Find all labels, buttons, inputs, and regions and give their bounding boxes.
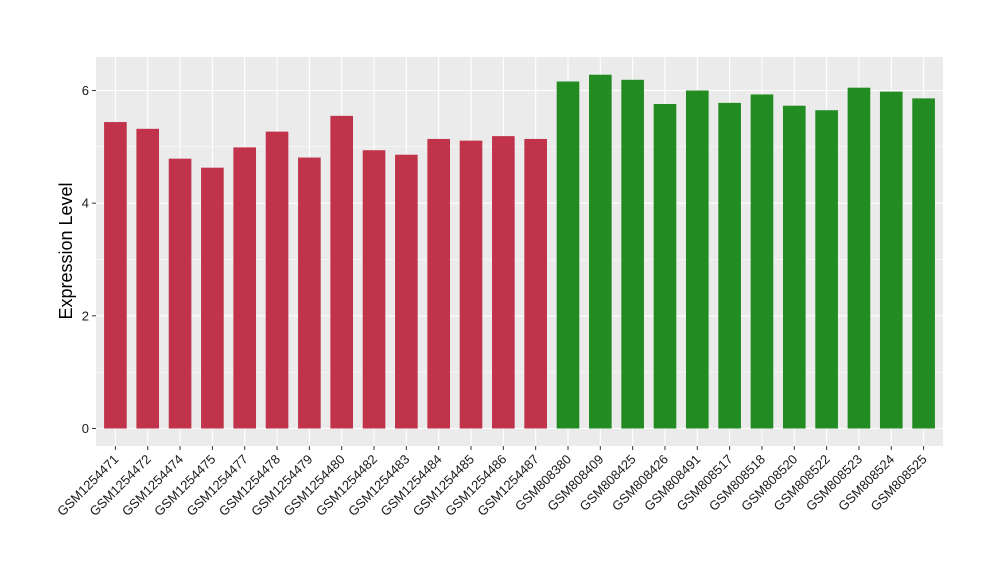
bar: [847, 87, 871, 429]
bar: [524, 138, 547, 429]
bar: [556, 81, 580, 429]
bar: [233, 147, 257, 429]
bar: [589, 74, 612, 429]
bar: [265, 131, 289, 429]
bar: [815, 110, 838, 429]
bar: [136, 128, 160, 429]
y-axis: 0 2 4 6: [82, 83, 96, 436]
bar: [104, 122, 127, 429]
y-tick-label: 2: [82, 308, 89, 323]
bar: [782, 105, 806, 429]
bar: [362, 150, 386, 429]
y-axis-title: Expression Level: [56, 182, 76, 319]
bar: [750, 94, 774, 429]
bars: [104, 74, 935, 429]
x-axis: GSM1254471GSM1254472GSM1254474GSM1254475…: [54, 446, 930, 519]
bar: [685, 90, 709, 429]
y-tick-label: 4: [82, 196, 89, 211]
bar: [201, 167, 224, 429]
bar: [168, 158, 192, 429]
y-tick-label: 6: [82, 83, 89, 98]
bar: [395, 154, 418, 429]
bar: [298, 157, 321, 429]
bar: [718, 102, 741, 429]
bar: [492, 136, 515, 429]
bar: [330, 115, 354, 429]
bar: [653, 104, 677, 429]
bar: [427, 138, 450, 429]
bar: [879, 91, 903, 429]
y-tick-label: 0: [82, 421, 89, 436]
bar: [621, 79, 644, 429]
bar: [459, 140, 483, 429]
bar: [912, 98, 935, 429]
